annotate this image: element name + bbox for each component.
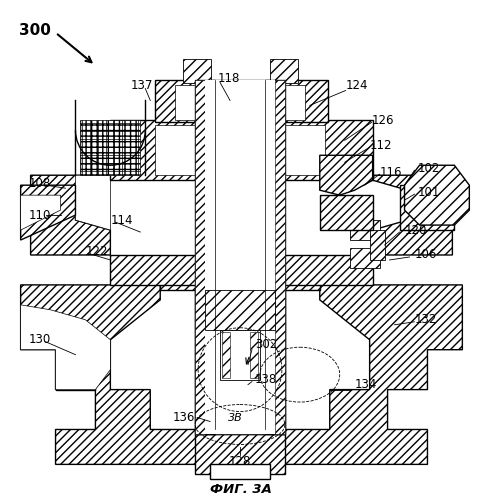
Bar — [111, 255, 372, 285]
Text: 110: 110 — [28, 208, 51, 222]
Bar — [155, 80, 328, 122]
Polygon shape — [372, 175, 453, 255]
Bar — [81, 120, 140, 175]
Text: 102: 102 — [417, 162, 440, 174]
Bar — [222, 332, 230, 378]
Text: 138: 138 — [255, 373, 277, 386]
Bar — [320, 195, 372, 230]
Bar — [195, 80, 205, 434]
Text: 112: 112 — [369, 139, 392, 152]
Polygon shape — [21, 305, 111, 390]
Text: 134: 134 — [355, 378, 377, 391]
Text: 128: 128 — [229, 455, 251, 468]
Polygon shape — [21, 195, 60, 230]
Text: 130: 130 — [28, 333, 51, 346]
Text: 101: 101 — [417, 186, 440, 198]
Polygon shape — [320, 156, 372, 195]
Text: 137: 137 — [130, 79, 153, 92]
Bar — [220, 330, 260, 380]
Text: 122: 122 — [85, 246, 108, 258]
Text: 126: 126 — [371, 114, 394, 127]
Text: 116: 116 — [380, 166, 402, 178]
Bar — [350, 248, 380, 268]
Text: 118: 118 — [218, 72, 241, 85]
Bar — [399, 185, 455, 230]
Text: 3В: 3В — [228, 412, 243, 422]
Bar — [175, 86, 305, 120]
Bar — [195, 80, 215, 434]
Bar — [155, 126, 325, 175]
Bar — [195, 434, 285, 474]
Text: 302: 302 — [255, 338, 277, 351]
Text: 132: 132 — [414, 314, 437, 326]
Polygon shape — [280, 285, 462, 465]
Text: 106: 106 — [414, 248, 437, 262]
Text: 114: 114 — [111, 214, 133, 226]
Bar — [250, 332, 258, 378]
Polygon shape — [75, 175, 111, 230]
Bar — [111, 120, 372, 180]
Bar — [205, 80, 275, 434]
Bar — [369, 230, 384, 260]
Text: 120: 120 — [405, 224, 427, 236]
Bar — [210, 464, 270, 479]
Bar — [270, 58, 298, 84]
Text: 300: 300 — [19, 23, 51, 38]
Text: 136: 136 — [173, 411, 195, 424]
Polygon shape — [21, 285, 200, 465]
Polygon shape — [56, 350, 96, 390]
Bar — [183, 58, 211, 84]
Bar — [275, 80, 285, 434]
Polygon shape — [160, 260, 320, 434]
Bar — [205, 290, 275, 330]
Polygon shape — [30, 175, 111, 255]
Bar — [265, 80, 285, 434]
Polygon shape — [195, 260, 285, 434]
Text: 108: 108 — [28, 176, 51, 190]
Text: 124: 124 — [346, 79, 368, 92]
Bar — [350, 220, 380, 240]
Text: ФИГ. 3А: ФИГ. 3А — [210, 483, 272, 496]
Polygon shape — [21, 185, 75, 240]
Polygon shape — [405, 165, 469, 225]
